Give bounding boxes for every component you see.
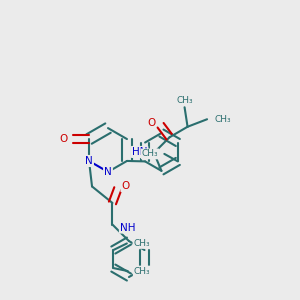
Text: CH₃: CH₃ (176, 96, 193, 105)
Text: O: O (122, 181, 130, 191)
Text: N: N (85, 156, 93, 166)
Text: CH₃: CH₃ (142, 149, 158, 158)
Text: CH₃: CH₃ (134, 239, 150, 248)
Text: CH₃: CH₃ (214, 115, 231, 124)
Text: N: N (104, 167, 112, 177)
Text: O: O (59, 134, 67, 144)
Text: HN: HN (132, 147, 147, 157)
Text: CH₃: CH₃ (134, 266, 150, 275)
Text: O: O (147, 118, 155, 128)
Text: NH: NH (120, 223, 135, 232)
